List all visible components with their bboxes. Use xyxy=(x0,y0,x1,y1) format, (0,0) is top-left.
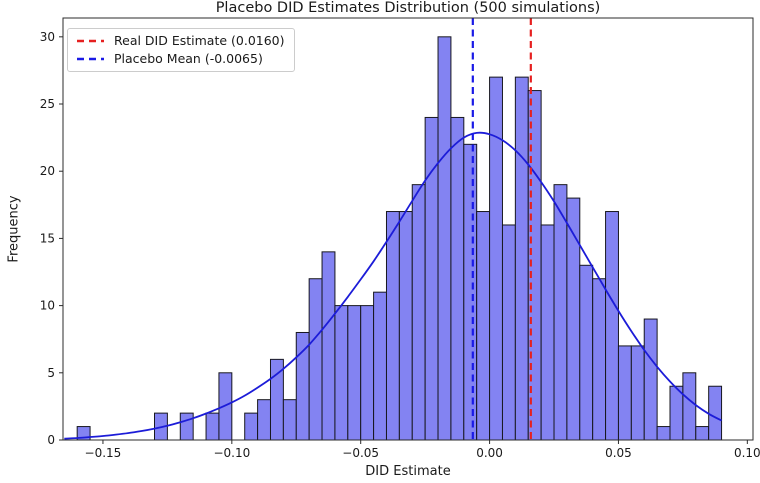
histogram-bar xyxy=(321,251,336,441)
chart-title: Placebo DID Estimates Distribution (500 … xyxy=(215,0,601,16)
histogram-bar xyxy=(489,76,503,441)
histogram-bar xyxy=(244,412,259,441)
histogram-bar xyxy=(218,372,233,441)
histogram-bar xyxy=(282,399,297,441)
histogram-bar xyxy=(553,184,568,441)
legend-item-placebo-mean: Placebo Mean (-0.0065) xyxy=(76,51,285,66)
x-tick-label: −0.05 xyxy=(342,446,379,460)
y-axis-label: Frequency xyxy=(6,195,22,263)
blue-dashed-line-icon xyxy=(77,57,104,60)
plot-frame xyxy=(62,17,754,441)
y-tick-label: 15 xyxy=(40,231,55,245)
x-tick-label: 0.10 xyxy=(734,446,760,460)
histogram-bar xyxy=(360,305,375,441)
histogram-bar xyxy=(411,184,426,441)
y-tick-label: 5 xyxy=(47,366,55,380)
y-tick-label: 25 xyxy=(40,97,55,111)
histogram-bar xyxy=(708,385,723,441)
histogram-bar xyxy=(463,143,478,441)
histogram-bar xyxy=(334,305,349,441)
histogram-bar xyxy=(179,412,194,441)
histogram-bar xyxy=(605,211,619,441)
histogram-bar xyxy=(308,278,323,441)
histogram-bar xyxy=(450,116,465,441)
histogram-bar xyxy=(476,211,491,441)
histogram-bar xyxy=(501,224,516,441)
histogram-bar xyxy=(295,331,310,441)
histogram-bar xyxy=(373,291,387,441)
histogram-bar xyxy=(579,264,594,441)
histogram-bar xyxy=(540,224,555,441)
legend-label-placebo-mean: Placebo Mean (-0.0065) xyxy=(114,51,263,66)
y-tick-label: 10 xyxy=(40,299,55,313)
histogram-bar xyxy=(257,399,271,441)
histogram-bar xyxy=(514,76,529,441)
x-tick-label: 0.05 xyxy=(605,446,632,460)
y-tick-label: 30 xyxy=(40,30,55,44)
x-tick-label: −0.10 xyxy=(213,446,250,460)
y-tick-label: 20 xyxy=(40,164,55,178)
legend: Real DID Estimate (0.0160) Placebo Mean … xyxy=(67,28,295,72)
histogram-bar xyxy=(643,318,658,441)
histogram-bar xyxy=(347,305,362,441)
histogram-bar xyxy=(398,211,413,441)
histogram-bar xyxy=(669,385,684,441)
histogram-bar xyxy=(630,345,645,441)
histogram-bar xyxy=(437,36,452,441)
x-tick-label: 0.00 xyxy=(476,446,503,460)
red-dashed-line-icon xyxy=(77,39,104,42)
histogram-bar xyxy=(656,426,671,441)
histogram-bar xyxy=(682,372,697,441)
legend-item-real-did: Real DID Estimate (0.0160) xyxy=(76,33,285,48)
x-tick-label: −0.15 xyxy=(85,446,122,460)
histogram-bar xyxy=(385,211,400,441)
histogram-bar xyxy=(617,345,632,441)
histogram-bar xyxy=(205,412,220,441)
x-axis-label: DID Estimate xyxy=(365,464,451,479)
histogram-bar xyxy=(592,278,607,441)
kde-curve xyxy=(64,131,723,440)
legend-label-real-did: Real DID Estimate (0.0160) xyxy=(114,33,285,48)
y-tick-label: 0 xyxy=(47,433,55,447)
histogram-bar xyxy=(695,426,710,441)
